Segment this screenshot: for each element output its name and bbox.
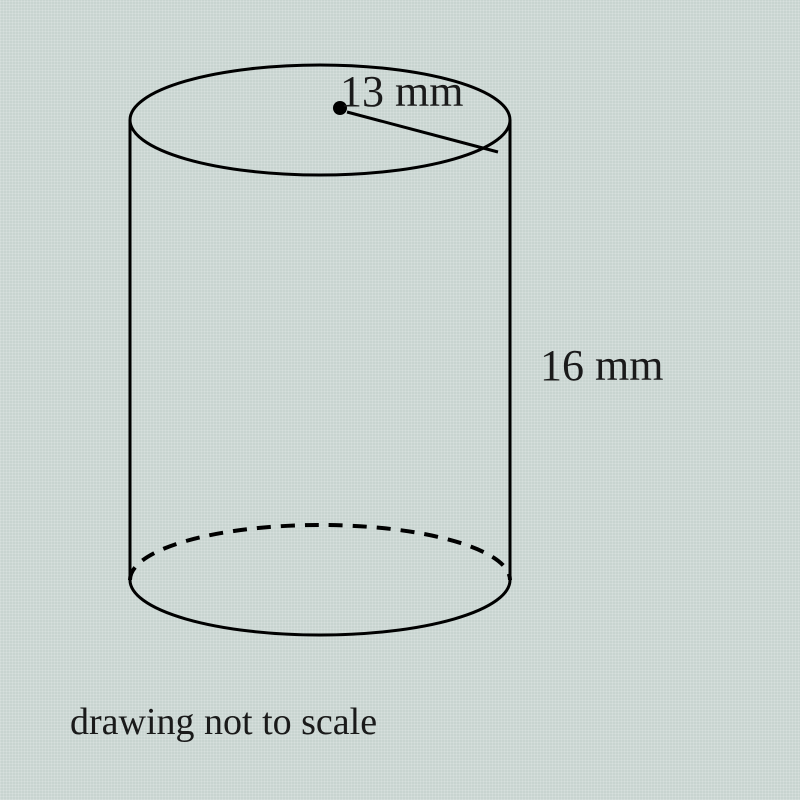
radius-line: [347, 112, 498, 152]
radius-label: 13 mm: [340, 66, 463, 117]
cylinder-bottom-front: [130, 580, 510, 635]
diagram-caption: drawing not to scale: [70, 700, 377, 744]
cylinder-bottom-back: [130, 525, 510, 580]
cylinder-diagram: 13 mm 16 mm drawing not to scale: [0, 0, 800, 800]
height-label: 16 mm: [540, 340, 663, 391]
cylinder-shape: [60, 20, 580, 680]
